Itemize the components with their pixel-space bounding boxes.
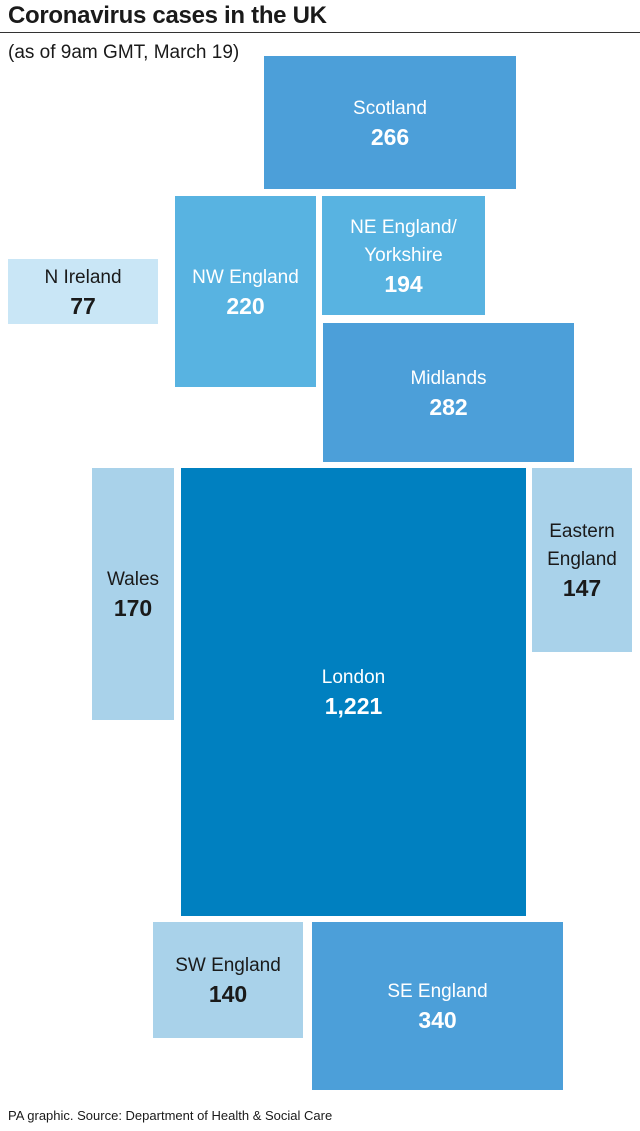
region-value: 1,221	[324, 693, 383, 719]
region-value: 340	[418, 1007, 457, 1033]
region-name: NE England/ Yorkshire	[350, 216, 457, 266]
region-value: 147	[562, 575, 602, 601]
region-box: SW England 140	[153, 922, 303, 1038]
region-box: SE England 340	[312, 922, 563, 1090]
region-box: Midlands 282	[323, 323, 574, 462]
region-value: 194	[384, 270, 423, 297]
region-name: Midlands	[410, 367, 487, 389]
region-box: NW England 220	[175, 196, 316, 387]
region-name: N Ireland	[44, 266, 122, 288]
region-box: N Ireland 77	[8, 259, 158, 324]
region-name: London	[321, 667, 386, 688]
region-box: Eastern England 147	[532, 468, 632, 652]
region-box: Wales 170	[92, 468, 174, 720]
source: PA graphic. Source: Department of Health…	[8, 1108, 333, 1123]
title-rule	[0, 32, 640, 33]
region-value: 140	[208, 981, 248, 1007]
subtitle: (as of 9am GMT, March 19)	[8, 42, 240, 63]
region-name: Wales	[106, 569, 160, 590]
region-value: 266	[370, 123, 410, 150]
region-name: SE England	[387, 981, 488, 1002]
title: Coronavirus cases in the UK	[8, 2, 327, 29]
region-name: NW England	[192, 266, 299, 288]
region-value: 220	[226, 292, 265, 319]
region-name: Scotland	[353, 97, 427, 119]
region-value: 77	[70, 292, 96, 319]
region-box: London 1,221	[181, 468, 526, 916]
region-name: SW England	[175, 955, 281, 976]
region-name: Eastern England	[547, 521, 617, 570]
region-value: 170	[113, 595, 153, 621]
region-box: Scotland 266	[264, 56, 516, 189]
region-box: NE England/ Yorkshire 194	[322, 196, 485, 315]
region-value: 282	[429, 393, 468, 420]
